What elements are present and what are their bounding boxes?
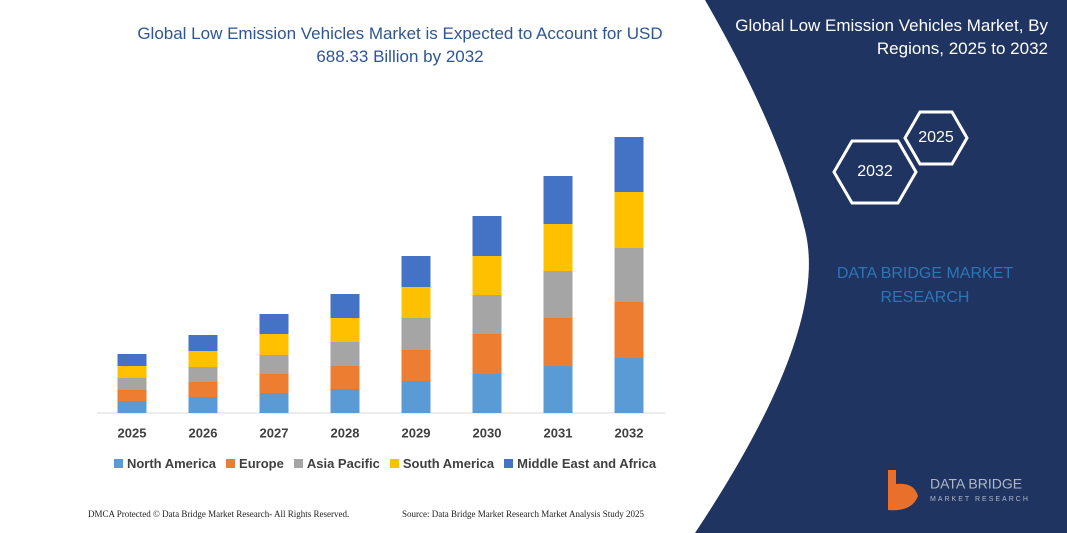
x-tick-label: 2032 [615, 425, 644, 440]
legend-swatch [226, 459, 236, 468]
bar-segment [472, 295, 502, 334]
bar-segment [259, 314, 289, 334]
footer-right: Source: Data Bridge Market Research Mark… [402, 509, 644, 519]
legend-item: Europe [226, 456, 284, 471]
bar-segment [543, 176, 573, 224]
legend-swatch [504, 459, 514, 468]
bar-segment [117, 366, 147, 378]
bar-segment [330, 294, 360, 318]
bar-segment [401, 256, 431, 287]
logo-mark [888, 470, 918, 511]
bar-segment [472, 216, 502, 256]
footer-left: DMCA Protected © Data Bridge Market Rese… [88, 509, 350, 519]
bar-segment [472, 374, 502, 413]
bar-segment [259, 355, 289, 374]
bar-segment [614, 248, 644, 302]
x-tick-label: 2028 [331, 425, 360, 440]
bar-segment [117, 401, 147, 413]
bar-segment [543, 366, 573, 413]
x-tick-label: 2025 [118, 425, 147, 440]
legend-item: Asia Pacific [293, 456, 380, 471]
hexagon [903, 110, 969, 166]
bar-segment [401, 381, 431, 413]
bar-segment [472, 256, 502, 295]
x-tick-label: 2031 [544, 425, 573, 440]
bar-segment [330, 318, 360, 342]
legend-label: North America [126, 456, 217, 471]
logo-tagline: MARKET RESEARCH [930, 496, 1030, 503]
legend-label: Middle East and Africa [517, 456, 657, 471]
bar-segment [401, 287, 431, 318]
bar-segment [117, 378, 147, 390]
bar-segment [330, 366, 360, 389]
bar-segment [543, 271, 573, 318]
bar-segment [401, 350, 431, 381]
bar-segment [543, 224, 573, 271]
legend: North America Europe Asia Pacific South Ame… [0, 456, 770, 471]
legend-swatch [113, 459, 123, 468]
legend-item: Middle East and Africa [504, 456, 656, 471]
brand-text: DATA BRIDGE MARKET RESEARCH [836, 265, 1014, 306]
bar-segment [259, 334, 289, 355]
legend-label: South America [402, 456, 495, 471]
bar-segment [259, 374, 289, 393]
bar-segment [330, 389, 360, 413]
bar-segment [188, 367, 218, 382]
bar-segment [614, 137, 644, 192]
legend-label: Asia Pacific [306, 456, 380, 471]
bar-segment [259, 393, 289, 413]
bar-segment [188, 382, 218, 397]
bar-segment [614, 358, 644, 413]
bar-segment [188, 351, 218, 367]
logo-name: DATA BRIDGE [930, 476, 1022, 492]
x-tick-label: 2030 [473, 425, 502, 440]
bar-segment [543, 318, 573, 366]
bar-segment [188, 397, 218, 413]
x-tick-label: 2029 [402, 425, 431, 440]
bar-segment [117, 354, 147, 366]
x-tick-label: 2027 [260, 425, 289, 440]
bar-segment [614, 302, 644, 358]
panel-bg [695, 0, 1067, 533]
hexagon-label: 2032 [857, 163, 893, 180]
bar-segment [188, 335, 218, 351]
x-tick-label: 2026 [189, 425, 218, 440]
bar-segment [330, 342, 360, 366]
panel-title: Global Low Emission Vehicles Market, By … [735, 16, 1048, 58]
bar-segment [117, 390, 147, 401]
legend-item: South America [389, 456, 495, 471]
hexagon [832, 139, 918, 205]
legend-swatch [293, 459, 303, 468]
bar-segment [472, 334, 502, 374]
hexagon-label: 2025 [918, 129, 954, 146]
bar-segment [614, 192, 644, 248]
legend-item: North America [113, 456, 217, 471]
bar-segment [401, 318, 431, 350]
chart-title: Global Low Emission Vehicles Market is E… [137, 24, 663, 66]
legend-label: Europe [239, 456, 284, 471]
legend-swatch [389, 459, 399, 468]
